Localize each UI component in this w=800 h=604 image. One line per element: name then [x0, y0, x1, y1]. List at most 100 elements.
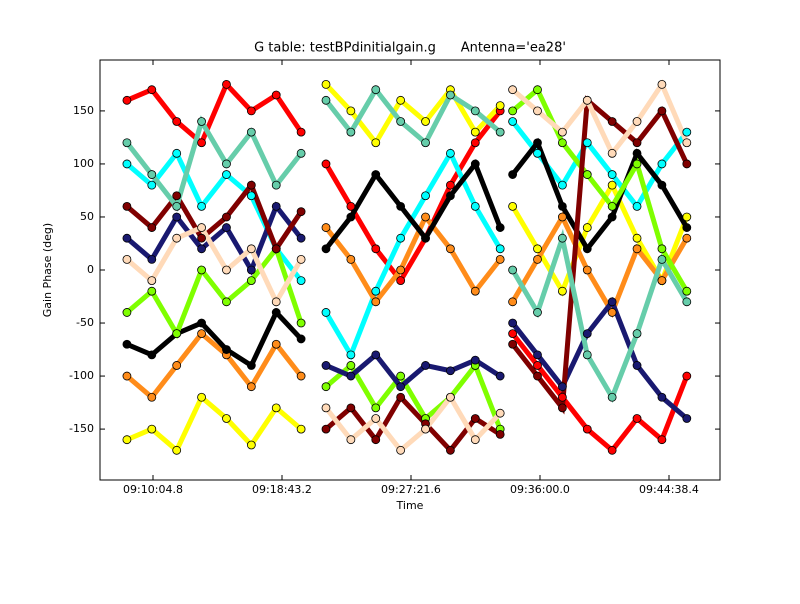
point: [222, 297, 231, 307]
series-line: [125, 330, 304, 401]
point: [495, 127, 505, 137]
point: [657, 106, 667, 116]
point: [582, 95, 592, 105]
point: [470, 355, 480, 365]
point: [632, 414, 642, 423]
point: [421, 191, 430, 201]
point: [607, 117, 617, 126]
point: [557, 382, 567, 392]
point: [296, 276, 306, 286]
point: [222, 159, 231, 169]
point: [607, 180, 617, 190]
y-tick-label: 100: [73, 157, 94, 170]
point: [246, 191, 256, 201]
point: [582, 244, 592, 254]
point: [508, 117, 518, 126]
point: [222, 345, 231, 354]
point: [470, 201, 480, 211]
series-line: [125, 180, 304, 255]
series-line: [510, 296, 689, 421]
point: [508, 318, 518, 328]
point: [632, 244, 642, 254]
point: [172, 233, 182, 243]
point: [446, 191, 455, 201]
point: [346, 127, 356, 137]
point: [122, 435, 132, 445]
point: [607, 445, 617, 455]
point: [321, 403, 331, 413]
point: [657, 79, 667, 89]
point: [470, 138, 480, 148]
point: [197, 329, 206, 339]
point: [346, 106, 356, 116]
point: [296, 371, 306, 381]
point: [557, 212, 567, 222]
point: [222, 170, 231, 179]
point: [682, 233, 692, 243]
point: [396, 392, 406, 402]
point: [495, 101, 505, 111]
point: [495, 223, 505, 232]
point: [172, 201, 182, 211]
point: [682, 159, 692, 169]
series-line: [124, 115, 304, 212]
point: [321, 223, 331, 232]
point: [421, 361, 430, 370]
point: [197, 318, 206, 328]
point: [632, 138, 642, 148]
y-axis-label: Gain Phase (deg): [41, 223, 54, 317]
point: [508, 85, 518, 95]
y-tick-label: -150: [69, 422, 94, 435]
point: [371, 297, 381, 307]
point: [446, 445, 455, 455]
series-line: [323, 147, 503, 361]
point: [508, 265, 518, 275]
point: [657, 435, 667, 445]
series-line: [510, 332, 690, 454]
series-line: [510, 79, 690, 159]
point: [396, 382, 406, 392]
series-line: [324, 82, 503, 148]
point: [470, 159, 480, 169]
point: [446, 90, 455, 100]
point: [582, 138, 592, 148]
point: [246, 361, 256, 370]
point: [296, 424, 306, 434]
point: [582, 223, 592, 232]
chart-title: G table: testBPdinitialgain.g Antenna='e…: [254, 41, 566, 56]
point: [246, 106, 256, 116]
point: [147, 85, 157, 95]
point: [446, 366, 455, 376]
point: [682, 127, 692, 137]
point: [533, 361, 542, 370]
point: [122, 201, 132, 211]
point: [533, 85, 542, 95]
point: [371, 286, 381, 296]
point: [346, 403, 356, 413]
point: [122, 308, 132, 317]
point: [296, 233, 306, 243]
point: [296, 318, 306, 328]
point: [446, 244, 455, 254]
point: [533, 148, 542, 158]
point: [557, 127, 567, 137]
point: [632, 233, 642, 243]
x-axis-label: Time: [396, 499, 424, 512]
point: [495, 244, 505, 254]
point: [321, 159, 331, 169]
series-line: [324, 212, 503, 307]
point: [582, 350, 592, 360]
point: [632, 117, 642, 126]
point: [321, 79, 331, 89]
point: [346, 361, 356, 370]
point: [172, 117, 182, 126]
point: [246, 276, 256, 286]
point: [222, 212, 231, 222]
point: [197, 392, 206, 402]
point: [508, 339, 518, 349]
point: [396, 276, 406, 286]
point: [682, 297, 692, 307]
series-line: [325, 351, 502, 391]
point: [533, 371, 542, 381]
